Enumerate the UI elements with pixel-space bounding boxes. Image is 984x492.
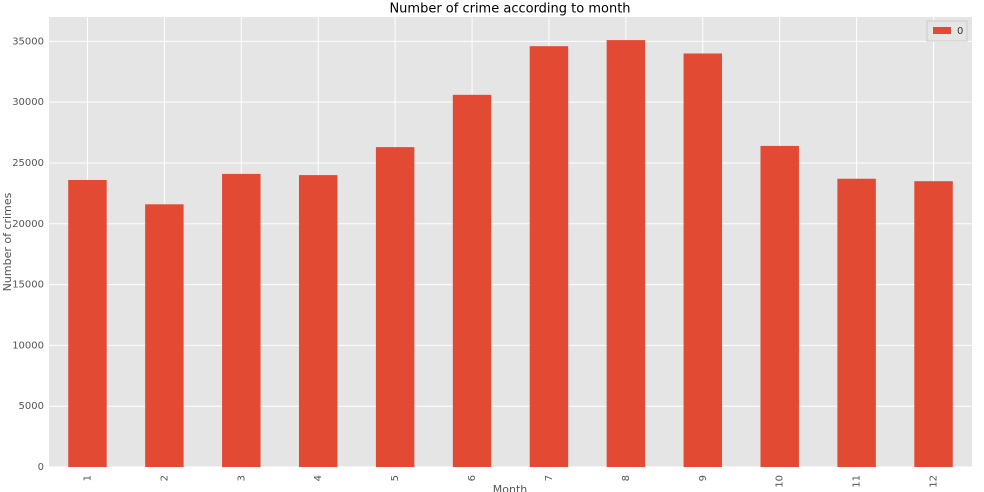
bar — [68, 179, 107, 468]
bar — [452, 94, 492, 468]
bar — [914, 181, 953, 467]
y-tick-label: 10000 — [12, 340, 44, 351]
bar — [145, 204, 184, 467]
bar — [529, 46, 569, 468]
x-tick-label: 6 — [467, 475, 478, 481]
x-tick-label: 2 — [159, 475, 170, 481]
y-tick-label: 15000 — [12, 280, 44, 291]
x-tick-label: 4 — [313, 475, 324, 481]
bars — [68, 40, 953, 468]
chart-title: Number of crime according to month — [389, 2, 630, 17]
x-tick-label: 8 — [621, 475, 632, 481]
y-axis-label: Number of crimes — [1, 192, 14, 291]
bar — [683, 53, 723, 468]
bar — [760, 145, 799, 467]
x-tick-label: 10 — [775, 475, 786, 488]
x-tick-label: 9 — [698, 475, 709, 481]
y-tick-label: 25000 — [12, 158, 44, 169]
bar — [606, 40, 646, 468]
bar — [837, 178, 876, 467]
y-tick-label: 0 — [38, 462, 44, 473]
legend-label: 0 — [957, 26, 963, 37]
x-tick-label: 5 — [390, 475, 401, 481]
plot-background — [49, 17, 972, 467]
y-tick-label: 20000 — [12, 219, 44, 230]
bar — [375, 147, 415, 467]
x-tick-label: 11 — [852, 475, 863, 488]
x-tick-label: 3 — [236, 475, 247, 481]
bar — [298, 175, 338, 468]
y-tick-label: 5000 — [19, 401, 44, 412]
bar — [222, 173, 261, 467]
x-tick-label: 12 — [929, 475, 940, 488]
y-tick-label: 30000 — [12, 97, 44, 108]
x-tick-label: 1 — [82, 475, 93, 481]
legend-swatch — [933, 27, 951, 34]
x-axis-label: Month — [493, 483, 528, 492]
y-tick-label: 35000 — [12, 36, 44, 47]
x-tick-label: 7 — [544, 475, 555, 481]
